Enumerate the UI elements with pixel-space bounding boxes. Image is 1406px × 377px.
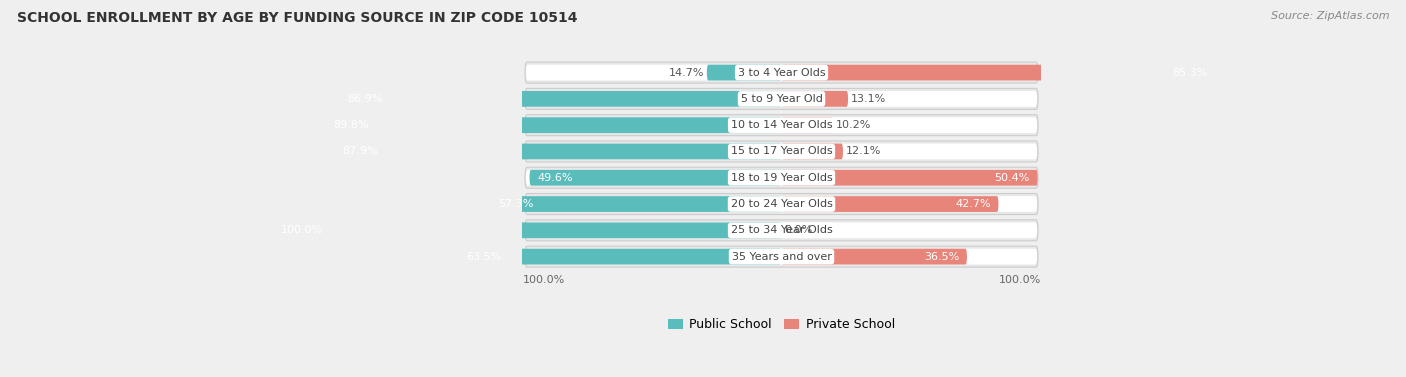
Text: 100.0%: 100.0% (998, 275, 1040, 285)
Legend: Public School, Private School: Public School, Private School (668, 318, 896, 331)
Text: SCHOOL ENROLLMENT BY AGE BY FUNDING SOURCE IN ZIP CODE 10514: SCHOOL ENROLLMENT BY AGE BY FUNDING SOUR… (17, 11, 578, 25)
FancyBboxPatch shape (707, 65, 782, 80)
FancyBboxPatch shape (782, 196, 998, 212)
Text: 49.6%: 49.6% (537, 173, 572, 183)
Text: 10.2%: 10.2% (837, 120, 872, 130)
Text: 100.0%: 100.0% (523, 275, 565, 285)
FancyBboxPatch shape (325, 117, 782, 133)
Text: 63.5%: 63.5% (467, 251, 502, 262)
FancyBboxPatch shape (524, 220, 1038, 241)
Text: 20 to 24 Year Olds: 20 to 24 Year Olds (731, 199, 832, 209)
FancyBboxPatch shape (524, 193, 1038, 215)
FancyBboxPatch shape (335, 144, 782, 159)
FancyBboxPatch shape (526, 222, 1038, 238)
FancyBboxPatch shape (526, 65, 1038, 80)
Text: 3 to 4 Year Olds: 3 to 4 Year Olds (738, 67, 825, 78)
Text: 10 to 14 Year Olds: 10 to 14 Year Olds (731, 120, 832, 130)
FancyBboxPatch shape (526, 249, 1038, 265)
Text: 35 Years and over: 35 Years and over (731, 251, 831, 262)
Text: 25 to 34 Year Olds: 25 to 34 Year Olds (731, 225, 832, 235)
Text: 13.1%: 13.1% (851, 94, 886, 104)
FancyBboxPatch shape (526, 170, 1038, 185)
FancyBboxPatch shape (524, 246, 1038, 267)
FancyBboxPatch shape (524, 62, 1038, 83)
FancyBboxPatch shape (524, 88, 1038, 109)
FancyBboxPatch shape (526, 91, 1038, 107)
FancyBboxPatch shape (526, 117, 1038, 133)
Text: 12.1%: 12.1% (845, 146, 882, 156)
Text: 86.9%: 86.9% (347, 94, 384, 104)
Text: 18 to 19 Year Olds: 18 to 19 Year Olds (731, 173, 832, 183)
FancyBboxPatch shape (274, 222, 782, 238)
Text: 15 to 17 Year Olds: 15 to 17 Year Olds (731, 146, 832, 156)
FancyBboxPatch shape (782, 170, 1038, 185)
FancyBboxPatch shape (526, 196, 1038, 212)
FancyBboxPatch shape (524, 141, 1038, 162)
Text: 14.7%: 14.7% (669, 67, 704, 78)
Text: 0.0%: 0.0% (785, 225, 813, 235)
Text: 50.4%: 50.4% (994, 173, 1031, 183)
FancyBboxPatch shape (524, 115, 1038, 136)
FancyBboxPatch shape (782, 91, 848, 107)
Text: 36.5%: 36.5% (924, 251, 959, 262)
FancyBboxPatch shape (340, 91, 782, 107)
FancyBboxPatch shape (782, 117, 834, 133)
Text: 100.0%: 100.0% (281, 225, 323, 235)
Text: 5 to 9 Year Old: 5 to 9 Year Old (741, 94, 823, 104)
FancyBboxPatch shape (524, 167, 1038, 188)
Text: 42.7%: 42.7% (955, 199, 991, 209)
FancyBboxPatch shape (782, 249, 967, 265)
Text: Source: ZipAtlas.com: Source: ZipAtlas.com (1271, 11, 1389, 21)
Text: 57.3%: 57.3% (498, 199, 533, 209)
Text: 89.8%: 89.8% (333, 120, 368, 130)
FancyBboxPatch shape (491, 196, 782, 212)
FancyBboxPatch shape (530, 170, 782, 185)
Text: 85.3%: 85.3% (1171, 67, 1208, 78)
FancyBboxPatch shape (526, 144, 1038, 159)
FancyBboxPatch shape (458, 249, 782, 265)
Text: 87.9%: 87.9% (343, 146, 378, 156)
FancyBboxPatch shape (782, 144, 844, 159)
FancyBboxPatch shape (782, 65, 1215, 80)
